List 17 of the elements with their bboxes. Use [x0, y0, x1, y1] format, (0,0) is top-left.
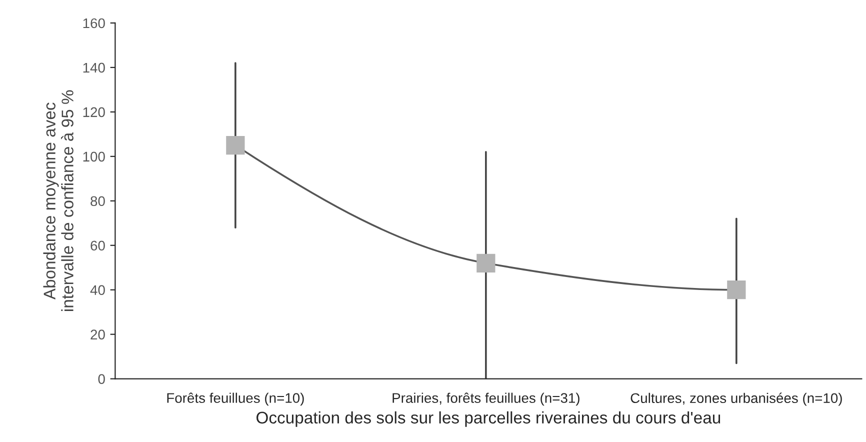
y-axis-title: Abondance moyenne avec intervalle de confiance à 95 %	[43, 90, 74, 311]
y-tick-label: 0	[98, 374, 105, 384]
y-tick-label: 20	[90, 330, 105, 340]
x-tick-label: Prairies, forêts feuillues (n=31)	[392, 392, 580, 406]
x-tick-label: Cultures, zones urbanisées (n=10)	[630, 392, 842, 406]
x-axis-title: Occupation des sols sur les parcelles riveraines du cours d'eau	[256, 411, 720, 427]
y-tick-label: 140	[83, 62, 105, 73]
point	[226, 136, 245, 155]
y-tick-label: 40	[90, 285, 105, 296]
y-tick-label: 160	[83, 18, 105, 28]
point	[727, 280, 746, 300]
y-tick-label: 100	[83, 152, 105, 162]
y-tick-label: 60	[90, 240, 105, 251]
y-tick-label: 80	[90, 196, 105, 206]
x-tick-label: Forêts feuillues (n=10)	[167, 392, 304, 406]
point	[476, 254, 496, 272]
y-tick-label: 120	[83, 107, 105, 118]
